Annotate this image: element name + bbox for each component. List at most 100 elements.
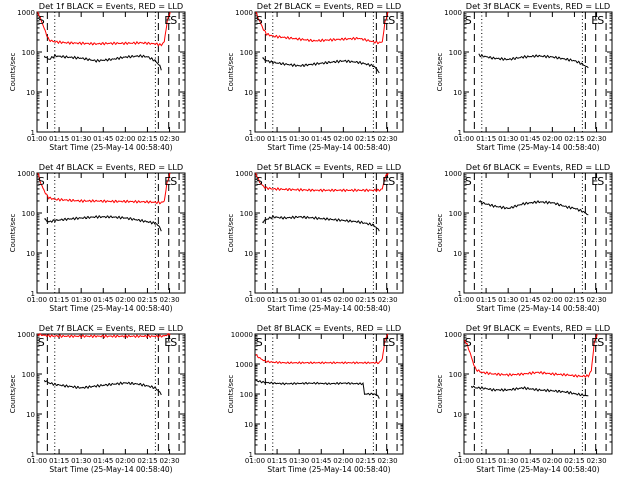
marker-e: E [164,14,171,27]
y-axis-label: Counts/sec [9,53,17,92]
marker-s: S [597,14,604,27]
plot-frame [254,172,404,294]
y-tick-label: 1000 [235,9,253,17]
x-tick-label: 01:30 [71,135,91,143]
x-tick-label: 02:30 [586,135,606,143]
marker-s: S [170,175,177,188]
y-tick-label: 100 [449,371,462,379]
plot-frame [254,333,404,455]
x-tick-label: 01:45 [520,457,540,465]
y-axis-label: Counts/sec [436,53,444,92]
y-tick-label: 100 [22,49,35,57]
y-axis-label: Counts/sec [9,375,17,414]
lld-series-line [37,11,171,47]
x-tick-label: 01:15 [49,296,69,304]
marker-e: E [591,336,598,349]
x-tick-label: 02:15 [564,457,584,465]
marker-e: E [382,14,389,27]
x-axis-label: Start Time (25-May-14 00:58:40) [49,465,172,474]
y-tick-label: 1 [249,129,253,137]
x-tick-label: 02:00 [333,135,353,143]
y-tick-label: 1 [458,451,462,459]
lld-series-line [255,333,389,365]
y-tick-label: 10 [26,250,35,258]
x-tick-label: 01:30 [71,296,91,304]
y-tick-label: 1 [458,129,462,137]
chart-title: Det 4f BLACK = Events, RED = LLD [39,162,183,172]
y-tick-label: 1000 [17,170,35,178]
plot-frame [463,11,613,133]
chart-panel-6: Det 6f BLACK = Events, RED = LLD 1 10 100 10… [436,162,613,313]
events-series-line [43,379,162,396]
marker-s: S [170,336,177,349]
marker-s: S [170,14,177,27]
chart-panel-7: Det 7f BLACK = Events, RED = LLD 1 10 100 10… [9,323,186,474]
marker-e: E [382,175,389,188]
x-tick-label: 02:00 [333,457,353,465]
x-axis-label: Start Time (25-May-14 00:58:40) [49,143,172,152]
marker-s: S [388,14,395,27]
x-tick-label: 02:30 [159,296,179,304]
x-tick-label: 02:00 [115,135,135,143]
chart-title: Det 8f BLACK = Events, RED = LLD [257,323,401,333]
chart-panel-2: Det 2f BLACK = Events, RED = LLD 1 10 100 10… [227,1,404,152]
events-series-line [262,57,380,74]
y-tick-label: 10 [244,250,253,258]
marker-e: E [382,336,389,349]
x-tick-label: 01:45 [311,457,331,465]
x-tick-label: 02:15 [355,296,375,304]
x-tick-label: 02:00 [115,457,135,465]
x-tick-label: 02:30 [586,457,606,465]
y-tick-label: 10000 [231,331,253,339]
x-tick-label: 01:30 [498,135,518,143]
chart-panel-3: Det 3f BLACK = Events, RED = LLD 1 10 100 10… [436,1,613,152]
plot-frame [254,11,404,133]
y-tick-label: 1 [31,451,35,459]
marker-s: S [388,336,395,349]
marker-s: S [465,175,472,188]
chart-title: Det 3f BLACK = Events, RED = LLD [466,1,610,11]
chart-panel-5: Det 5f BLACK = Events, RED = LLD 1 10 100 10… [227,162,404,313]
x-tick-label: 01:45 [520,296,540,304]
y-tick-label: 1000 [444,170,462,178]
events-series-line [470,385,589,397]
plot-frame [36,172,186,294]
x-tick-label: 01:45 [311,296,331,304]
y-tick-label: 1 [458,290,462,298]
lld-series-line [37,333,171,339]
y-tick-label: 100 [22,210,35,218]
x-tick-label: 01:30 [289,135,309,143]
events-series-line [262,215,380,232]
x-tick-label: 02:15 [355,135,375,143]
x-tick-label: 02:00 [333,296,353,304]
marker-s: S [256,14,263,27]
plot-frame [36,11,186,133]
x-tick-label: 01:15 [49,457,69,465]
y-axis-label: Counts/sec [227,214,235,253]
y-axis-label: Counts/sec [436,375,444,414]
x-axis-label: Start Time (25-May-14 00:58:40) [476,143,599,152]
x-tick-label: 01:00 [245,135,265,143]
y-tick-label: 1000 [444,331,462,339]
x-tick-label: 01:00 [27,296,47,304]
chart-title: Det 2f BLACK = Events, RED = LLD [257,1,401,11]
x-tick-label: 01:00 [245,296,265,304]
plot-frame [36,333,186,455]
y-tick-label: 10 [26,89,35,97]
x-tick-label: 01:15 [267,296,287,304]
x-tick-label: 02:15 [137,135,157,143]
marker-s: S [465,336,472,349]
y-tick-label: 100 [449,210,462,218]
marker-s: S [38,336,45,349]
x-tick-label: 01:15 [267,457,287,465]
marker-e: E [591,14,598,27]
chart-title: Det 1f BLACK = Events, RED = LLD [39,1,183,11]
y-tick-label: 10 [244,89,253,97]
x-tick-label: 01:30 [498,296,518,304]
x-tick-label: 02:15 [355,457,375,465]
events-series-line [255,380,380,399]
marker-s: S [38,14,45,27]
y-axis-label: Counts/sec [436,214,444,253]
x-tick-label: 01:15 [476,135,496,143]
x-axis-label: Start Time (25-May-14 00:58:40) [267,465,390,474]
